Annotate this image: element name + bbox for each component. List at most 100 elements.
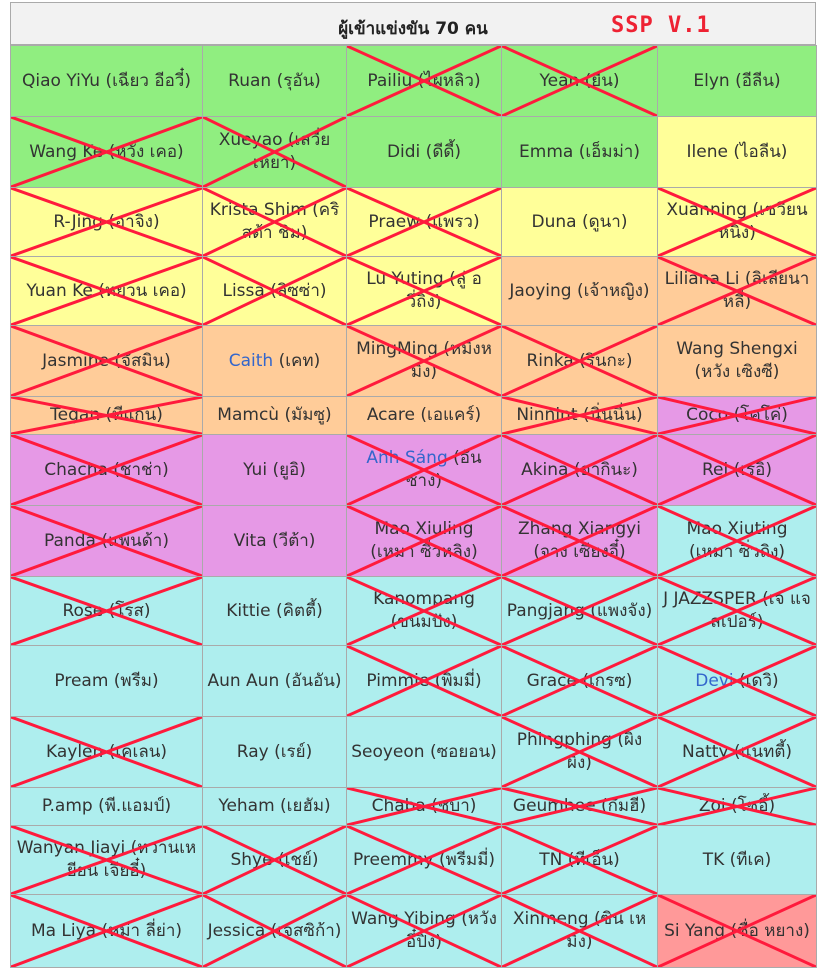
contestant-name: Ray (เรย์) [236, 741, 313, 762]
table-row: Ma Liya (หม่า ลี่ย่า) Jessica (เจสซิก้า) W… [10, 894, 817, 968]
contestant-name: Ninnint (นิ่นนิ่น) [516, 405, 643, 426]
contestant-name: Zhang Xiangyi (จาง เซียงอี๋) [518, 519, 641, 562]
contestant-cell: Grace (เกรซ) [501, 645, 658, 717]
cross-out [502, 895, 657, 967]
contestant-cell: Wanyan Jiayi (หวานเหยียน เจียอี๋) [10, 825, 203, 895]
contestant-cell: Devi (เดวิ) [657, 645, 817, 717]
contestant-name: TK (ทีเค) [702, 849, 772, 870]
table-row: Qiao YiYu (เฉียว อีอวี๋) Ruan (รุอัน) Pail… [10, 45, 817, 117]
contestant-cell: Kaylen (เคเลน) [10, 716, 203, 788]
badge: SSP V.1 [611, 13, 711, 38]
contestant-cell: Pream (พรีม) [10, 645, 203, 717]
contestant-cell: Mao Xiuling (เหมา ซิ่วหลิง) [346, 505, 502, 577]
contestant-cell: Yui (ยูอิ) [202, 434, 347, 506]
contestant-name: Lissa (ลิซซ่า) [222, 280, 327, 301]
contestant-cell: Yuan Ke (หยวน เคอ) [10, 256, 203, 326]
contestant-table: Qiao YiYu (เฉียว อีอวี๋) Ruan (รุอัน) Pail… [10, 45, 817, 968]
cross-line [502, 895, 657, 967]
cross-line [203, 117, 346, 187]
contestant-cell: Rinka (รินกะ) [501, 325, 658, 397]
contestant-cell: Wang Shengxi (หวัง เซิงซี) [657, 325, 817, 397]
contestant-name: Chaba (ชบา) [371, 796, 477, 817]
contestant-cell: TN (ทีเอ็น) [501, 825, 658, 895]
cross-line [658, 506, 816, 576]
contestant-name: Pream (พรีม) [54, 670, 159, 691]
cross-line [502, 717, 657, 787]
cross-out [658, 577, 816, 645]
contestant-cell: Mamcù (มัมซู) [202, 396, 347, 435]
cross-out [502, 506, 657, 576]
page: ผู้เข้าแข่งขัน 70 คน SSP V.1 Qiao YiYu (… [10, 2, 817, 968]
contestant-cell: Chaba (ชบา) [346, 787, 502, 826]
cross-line [11, 826, 202, 894]
contestant-cell: Acare (เอแคร์) [346, 396, 502, 435]
title: ผู้เข้าแข่งขัน 70 คน [338, 19, 488, 39]
contestant-name: Rei (เรอิ) [701, 459, 773, 480]
contestant-link: Anh Sáng [366, 448, 448, 469]
cross-out [658, 506, 816, 576]
contestant-name: Yui (ยูอิ) [243, 459, 306, 480]
cross-line [658, 257, 816, 325]
cross-line [203, 117, 346, 187]
cross-out [11, 826, 202, 894]
contestant-cell: Xinmeng (ซิน เหมิง) [501, 894, 658, 968]
table-row: Chacha (ชาช่า) Yui (ยูอิ) Anh Sáng (อันซาง… [10, 434, 817, 506]
contestant-name: Tegan (ทีแกน) [50, 405, 163, 426]
contestant-cell: Pangjang (แพงจัง) [501, 576, 658, 646]
contestant-name: Ma Liya (หม่า ลี่ย่า) [30, 920, 183, 941]
cross-line [347, 895, 501, 967]
contestant-cell: Xuanning (เซวียนหนิง) [657, 187, 817, 257]
contestant-cell: Jaoying (เจ้าหญิง) [501, 256, 658, 326]
cross-line [347, 326, 501, 396]
cross-line [502, 717, 657, 787]
contestant-name: Aun Aun (อันอัน) [207, 670, 342, 691]
cross-out [658, 646, 816, 716]
contestant-name: Xinmeng (ซิน เหมิง) [512, 909, 647, 952]
table-row: R-Jing (อาจิง) Krista Shim (คริสต้า ชิม) P… [10, 187, 817, 257]
contestant-name: Wanyan Jiayi (หวานเหยียน เจียอี๋) [16, 838, 197, 881]
cross-line [203, 188, 346, 256]
cross-line [347, 326, 501, 396]
cross-line [658, 646, 816, 716]
cross-line [347, 506, 501, 576]
contestant-name: Rinka (รินกะ) [526, 350, 633, 371]
contestant-name: Didi (ดีดี้) [386, 141, 462, 162]
contestant-name: Wang Shengxi (หวัง เซิงซี) [676, 339, 798, 382]
contestant-cell: Praew (แพรว) [346, 187, 502, 257]
contestant-name: Pimmie (พิมมี่) [366, 670, 482, 691]
contestant-name: Shye (เชย์) [230, 849, 319, 870]
contestant-name: Natty (แนทตี้) [681, 741, 793, 762]
contestant-name: Duna (ดูนา) [531, 211, 628, 232]
cross-line [502, 895, 657, 967]
contestant-cell: Chacha (ชาช่า) [10, 434, 203, 506]
contestant-name: Kittie (คิตตี้) [226, 600, 323, 621]
cross-out [347, 895, 501, 967]
table-row: Jasmine (จัสมิน) Caith (เคท) MingMing (หมิ… [10, 325, 817, 397]
cross-line [347, 257, 501, 325]
cross-out [347, 577, 501, 645]
cross-out [347, 326, 501, 396]
contestant-cell: Kanompang (ขนมปัง) [346, 576, 502, 646]
contestant-cell: Aun Aun (อันอัน) [202, 645, 347, 717]
cross-line [502, 506, 657, 576]
contestant-cell: Shye (เชย์) [202, 825, 347, 895]
contestant-name: Lu Yuting (ลู่ อวี่ถิง) [366, 269, 482, 312]
table-row: Pream (พรีม) Aun Aun (อันอัน) Pimmie (พิมม… [10, 645, 817, 717]
contestant-name: Elyn (อีลีน) [693, 70, 781, 91]
contestant-cell: Phingphing (ผิงผิง) [501, 716, 658, 788]
contestant-cell: Jasmine (จัสมิน) [10, 325, 203, 397]
contestant-cell: Ruan (รุอัน) [202, 45, 347, 117]
contestant-name: Phingphing (ผิงผิง) [516, 730, 643, 773]
contestant-name: Kaylen (เคเลน) [46, 741, 167, 762]
contestant-name: Acare (เอแคร์) [366, 405, 482, 426]
cross-line [658, 577, 816, 645]
contestant-name: MingMing (หมิงหมิง) [356, 339, 492, 382]
cross-line [347, 257, 501, 325]
contestant-name: Geumhee (กึมฮี) [512, 796, 647, 817]
contestant-name: Wang Yibing (หวัง อี๋ปิง) [351, 909, 497, 952]
contestant-name: Qiao YiYu (เฉียว อีอวี๋) [22, 70, 191, 91]
contestant-name: Praew (แพรว) [368, 211, 480, 232]
contestant-cell: Rei (เรอิ) [657, 434, 817, 506]
contestant-cell: Panda (แพนด้า) [10, 505, 203, 577]
contestant-cell: Qiao YiYu (เฉียว อีอวี๋) [10, 45, 203, 117]
